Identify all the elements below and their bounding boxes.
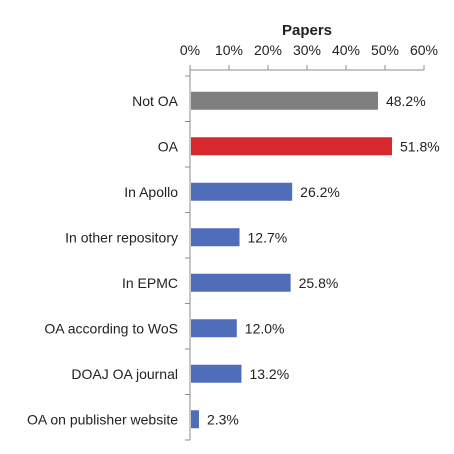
- x-tick-label: 10%: [215, 42, 243, 58]
- x-tick-label: 30%: [293, 42, 321, 58]
- bar: [191, 410, 199, 429]
- category-label: Not OA: [132, 93, 179, 109]
- category-label: In other repository: [65, 229, 178, 245]
- bar: [191, 319, 237, 338]
- x-tick-label: 50%: [371, 42, 399, 58]
- x-tick-label: 40%: [332, 42, 360, 58]
- bar: [191, 91, 378, 110]
- data-label: 13.2%: [249, 366, 289, 382]
- bar: [191, 273, 291, 292]
- category-label: In Apollo: [124, 184, 178, 200]
- x-tick-label: 20%: [254, 42, 282, 58]
- category-label: OA: [158, 138, 179, 154]
- x-axis: 0% 10% 20% 30% 40% 50% 60%: [180, 42, 438, 441]
- chart-title: Papers: [282, 22, 332, 39]
- category-label: OA on publisher website: [27, 411, 178, 427]
- data-label: 2.3%: [207, 411, 239, 427]
- data-label: 48.2%: [386, 93, 426, 109]
- x-tick-label: 60%: [410, 42, 438, 58]
- bar: [191, 364, 242, 383]
- category-label: In EPMC: [122, 275, 178, 291]
- bar: [191, 182, 293, 201]
- x-tick-label: 0%: [180, 42, 200, 58]
- data-label: 51.8%: [400, 138, 440, 154]
- data-label: 25.8%: [299, 275, 339, 291]
- data-label: 26.2%: [300, 184, 340, 200]
- data-label: 12.0%: [245, 320, 285, 336]
- bar: [191, 228, 240, 247]
- bars: Not OA 48.2% OA 51.8% In Apollo 26.2% In other…: [27, 91, 440, 429]
- data-label: 12.7%: [248, 229, 288, 245]
- category-label: DOAJ OA journal: [71, 366, 178, 382]
- category-label: OA according to WoS: [44, 320, 178, 336]
- bar: [191, 137, 393, 156]
